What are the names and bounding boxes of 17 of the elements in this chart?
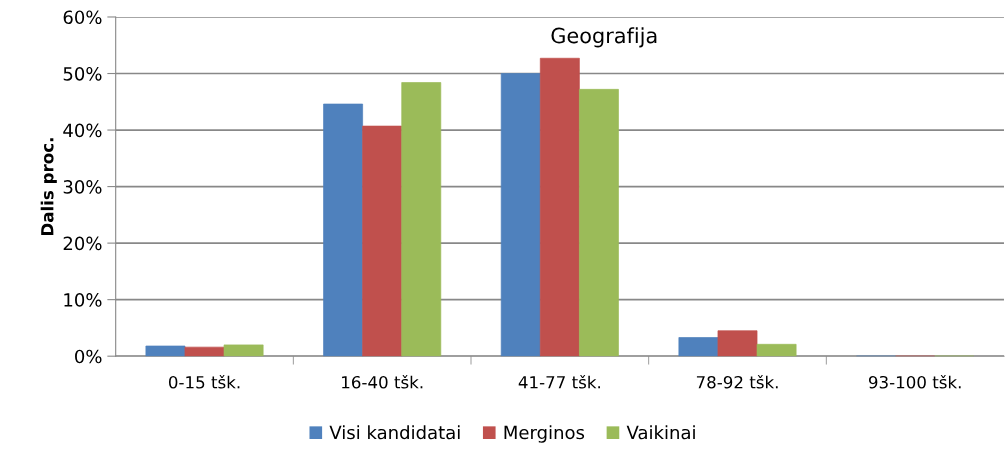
legend-label: Visi kandidatai xyxy=(329,425,460,440)
y-tick-label: 30% xyxy=(63,180,102,194)
y-axis-title: Dalis proc. xyxy=(40,138,57,236)
legend-label: Merginos xyxy=(504,425,585,443)
y-tick-label: 0% xyxy=(75,349,102,364)
x-tick-label: 41-77 tšk. xyxy=(518,374,600,389)
legend-label: Vaikinai xyxy=(626,425,695,440)
y-tick-label: 10% xyxy=(64,293,102,307)
x-tick-label: 78-92 tšk. xyxy=(696,374,778,389)
y-tick-label: 20% xyxy=(63,236,102,251)
x-tick-label: 16-40 tšk. xyxy=(342,374,423,389)
x-tick-label: 93-100 tšk. xyxy=(868,374,961,389)
y-tick-label: 40% xyxy=(63,123,102,138)
y-tick-label: 50% xyxy=(63,66,102,81)
chart-title: Geografija xyxy=(551,27,657,48)
y-tick-label: 60% xyxy=(63,10,102,25)
x-tick-label: 0-15 tšk. xyxy=(168,374,240,389)
